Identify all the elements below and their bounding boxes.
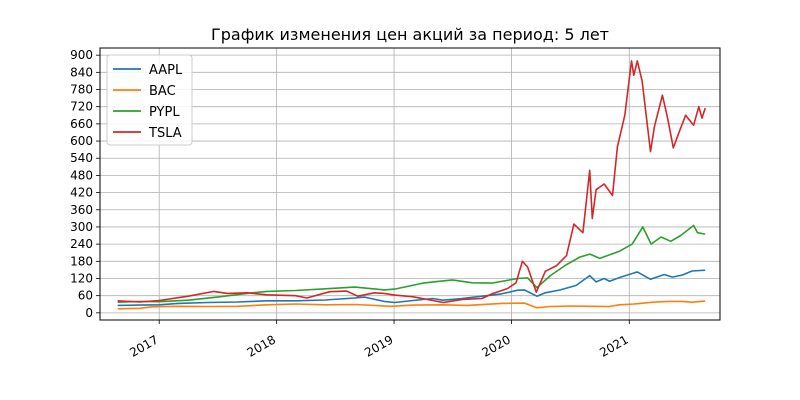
series-lines [117, 60, 706, 310]
y-tick-label: 180 [70, 254, 93, 268]
y-tick-label: 720 [70, 100, 93, 114]
series-line-tsla [117, 60, 706, 304]
y-tick-label: 420 [70, 186, 93, 200]
legend-label-bac: BAC [149, 84, 176, 99]
legend-label-aapl: AAPL [149, 63, 183, 78]
chart-title: График изменения цен акций за период: 5 … [211, 25, 609, 44]
y-tick-label: 120 [70, 271, 93, 285]
y-tick-label: 660 [70, 117, 93, 131]
grid-lines [100, 48, 720, 320]
legend-label-pypl: PYPL [149, 105, 180, 120]
plot-frame [99, 47, 721, 321]
plot-area: 0 60 120 180 240 300 360 420 480 540 600 660 720 780 8… [70, 47, 721, 360]
legend-box [106, 54, 193, 146]
y-tick-label: 0 [85, 306, 93, 320]
y-tick-label: 480 [70, 168, 93, 182]
series-line-bac [117, 300, 706, 310]
y-tick-label: 900 [70, 48, 93, 62]
series-line-pypl [117, 224, 706, 303]
y-tick-label: 60 [78, 289, 93, 303]
y-tick-label: 780 [70, 83, 93, 97]
y-tick-label: 240 [70, 237, 93, 251]
legend-label-tsla: TSLA [148, 126, 182, 141]
legend: AAPL BAC PYPL TSLA [106, 54, 193, 146]
y-tick-label: 540 [70, 151, 93, 165]
series-line-aapl [117, 269, 706, 307]
y-axis: 0 60 120 180 240 300 360 420 480 540 600 660 720 780 8… [70, 48, 100, 320]
y-tick-label: 840 [70, 65, 93, 79]
plot-background [100, 48, 720, 320]
y-tick-label: 300 [70, 220, 93, 234]
y-tick-label: 360 [70, 203, 93, 217]
y-tick-label: 600 [70, 134, 93, 148]
